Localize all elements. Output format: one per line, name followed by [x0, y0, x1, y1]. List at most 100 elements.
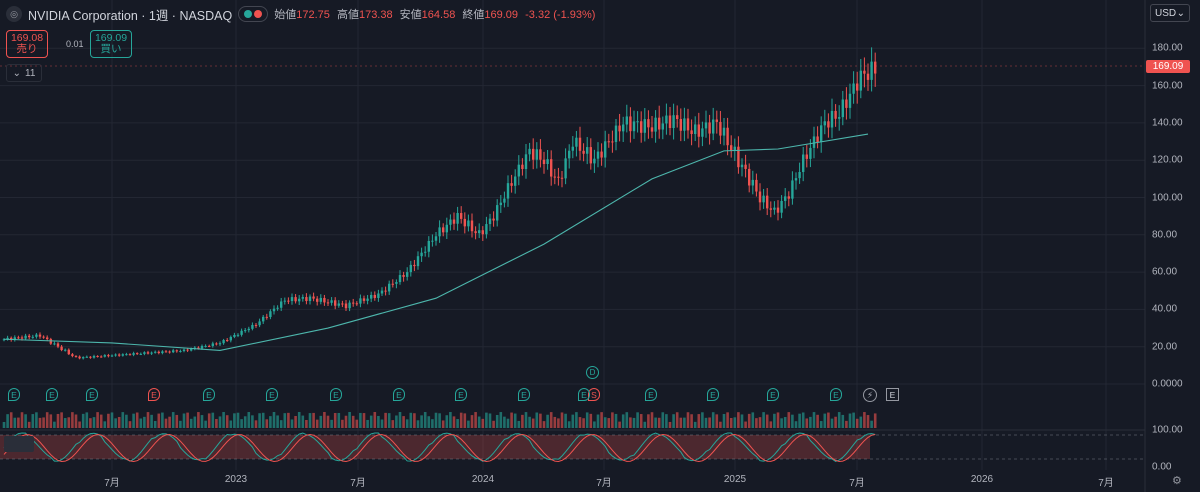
volume-bar	[528, 416, 531, 428]
volume-bar	[701, 412, 704, 428]
earnings-marker[interactable]: E	[203, 388, 215, 401]
earnings-marker[interactable]: E	[830, 388, 842, 401]
volume-bar	[99, 414, 103, 428]
earnings-marker[interactable]: E	[46, 388, 58, 401]
candle-body	[470, 220, 474, 232]
earnings-marker[interactable]: E	[266, 388, 278, 401]
buy-button[interactable]: 169.09 買い	[90, 30, 132, 58]
symbol-title[interactable]: NVIDIA Corporation · 1週 · NASDAQ	[28, 8, 233, 23]
candle-body	[481, 230, 484, 235]
candle-body	[161, 351, 164, 354]
earnings-marker[interactable]: E	[86, 388, 98, 401]
candle-body	[463, 218, 466, 227]
currency-select[interactable]: USD ⌄	[1150, 4, 1190, 22]
candle-body	[290, 297, 294, 302]
candle-body	[568, 150, 571, 159]
indicators-collapse-button[interactable]: ⌄ 11	[6, 64, 42, 82]
volume-bar	[348, 412, 351, 428]
earnings-marker[interactable]: E	[645, 388, 657, 401]
candle-body	[78, 356, 81, 359]
volume-bar	[305, 419, 308, 428]
candle-body	[283, 300, 286, 302]
candle-body	[308, 296, 312, 301]
volume-bar	[171, 412, 175, 428]
volume-bar	[67, 417, 71, 428]
candle-body	[784, 196, 787, 201]
volume-bar	[308, 413, 312, 428]
candle-body	[589, 147, 592, 164]
earnings-upcoming-marker[interactable]: E	[886, 388, 899, 401]
volume-bar	[211, 412, 215, 428]
volume-bar	[398, 412, 402, 428]
volume-bar	[805, 418, 809, 428]
earnings-marker[interactable]: E	[518, 388, 530, 401]
volume-bar	[175, 414, 179, 428]
earnings-marker[interactable]: E	[767, 388, 779, 401]
volume-bar	[294, 416, 297, 428]
earnings-marker[interactable]: E	[393, 388, 405, 401]
candle-body	[215, 343, 218, 345]
volume-bar	[13, 417, 17, 428]
candle-body	[726, 127, 729, 146]
candle-body	[697, 124, 700, 137]
volume-bar	[251, 415, 254, 428]
volume-bar	[845, 420, 848, 428]
volume-bar	[240, 419, 243, 428]
volume-bar	[873, 413, 877, 428]
candle-body	[186, 349, 189, 351]
candle-body	[848, 93, 852, 108]
y-tick-label: 120.00	[1152, 154, 1183, 166]
volume-bar	[423, 412, 427, 428]
volume-bar	[711, 412, 715, 428]
volume-bar	[571, 414, 575, 428]
candle-body	[578, 137, 582, 151]
earnings-marker[interactable]: E	[8, 388, 20, 401]
sell-button[interactable]: 169.08 売り	[6, 30, 48, 58]
candle-body	[132, 353, 135, 355]
candle-body	[92, 356, 96, 358]
earnings-marker[interactable]: E	[330, 388, 342, 401]
volume-bar	[161, 412, 164, 428]
volume-bar	[287, 412, 290, 428]
settings-gear-icon[interactable]: ⚙	[1172, 475, 1182, 487]
candle-body	[661, 123, 664, 130]
candle-body	[211, 343, 214, 346]
volume-bar	[78, 421, 81, 428]
volume-bar	[121, 412, 125, 428]
volume-bar	[747, 413, 751, 428]
candle-body	[532, 148, 535, 160]
candle-body	[139, 353, 142, 355]
earnings-marker[interactable]: E	[707, 388, 719, 401]
split-marker[interactable]: S	[588, 388, 600, 401]
chevron-down-icon: ⌄	[1176, 7, 1185, 19]
candle-body	[503, 198, 506, 203]
candle-body	[769, 208, 772, 210]
volume-bar	[49, 414, 53, 428]
volume-bar	[816, 414, 819, 428]
candle-body	[244, 330, 247, 332]
candle-body	[254, 324, 258, 326]
y-tick-label: 100.00	[1152, 192, 1183, 203]
volume-bar	[809, 416, 812, 428]
volume-bar	[139, 418, 143, 428]
volume-bar	[567, 421, 571, 428]
volume-bar	[798, 413, 801, 428]
lightning-icon[interactable]: ⚡	[863, 388, 877, 402]
earnings-marker[interactable]: E	[148, 388, 160, 401]
spread-value: 0.01	[66, 39, 84, 49]
volume-bar	[85, 412, 89, 428]
volume-bar	[297, 412, 301, 428]
volume-bar	[827, 412, 830, 428]
candle-body	[46, 337, 49, 340]
earnings-marker[interactable]: E	[578, 388, 590, 401]
volume-bar	[679, 417, 683, 428]
volume-bar	[441, 420, 445, 428]
volume-bar	[193, 416, 197, 428]
earnings-marker[interactable]: E	[455, 388, 467, 401]
candle-body	[798, 171, 801, 179]
volume-bar	[290, 419, 294, 428]
visibility-toggle-icon[interactable]	[238, 6, 269, 22]
dividend-marker[interactable]: D	[586, 366, 599, 379]
volume-bar	[438, 413, 441, 428]
